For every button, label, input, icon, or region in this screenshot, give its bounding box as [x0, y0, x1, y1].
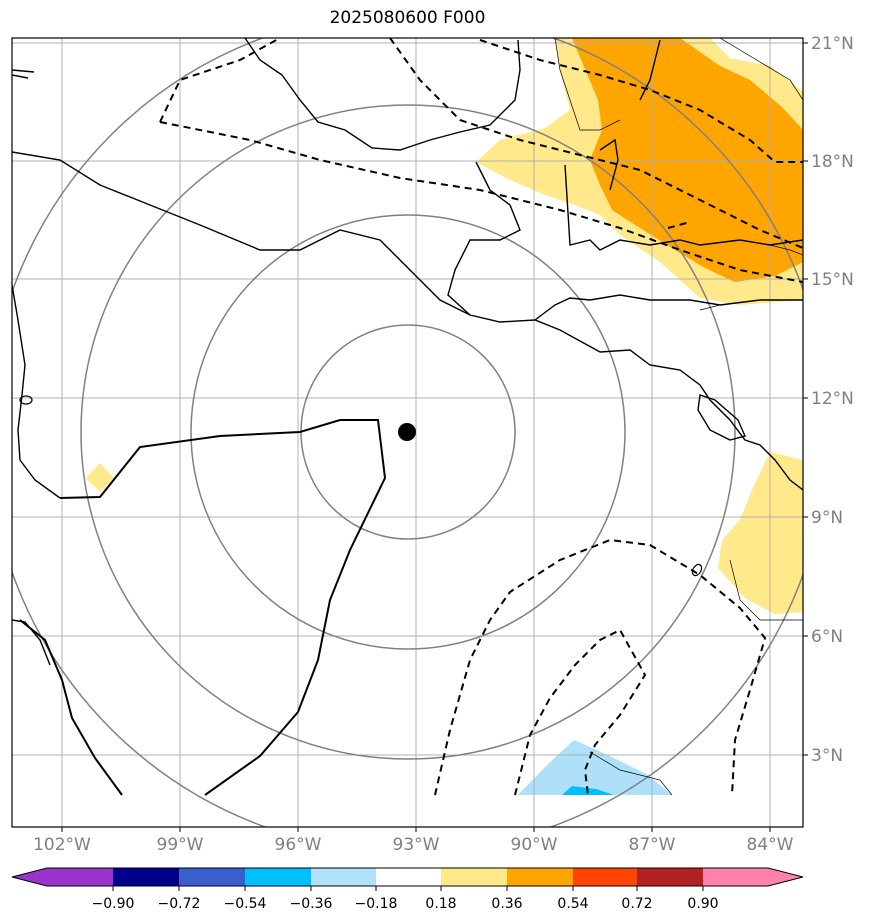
- colorbar-segment: [113, 868, 179, 886]
- lat-tick-label: 15°N: [811, 270, 854, 290]
- colorbar-tick-label: −0.18: [355, 896, 398, 912]
- island-outline-east: [691, 563, 703, 577]
- negative-anomaly-fill-light: [518, 740, 672, 795]
- lon-tick-label: 102°W: [33, 835, 91, 855]
- colorbar-segment: [179, 868, 245, 886]
- positive-anomaly-fill-strong: [572, 38, 803, 282]
- colorbar-tick-label: 0.18: [425, 896, 456, 912]
- island-outline: [19, 395, 33, 405]
- colorbar-segment: [507, 868, 573, 886]
- colorbar-tick-label: −0.36: [290, 896, 333, 912]
- storm-center-marker: [398, 423, 416, 441]
- map-frame: [11, 37, 804, 828]
- lat-tick-label: 6°N: [811, 627, 843, 647]
- colorbar-tick-label: −0.54: [224, 896, 267, 912]
- lon-tick-label: 84°W: [747, 835, 794, 855]
- colorbar-segment: [311, 868, 376, 886]
- lat-tick-label: 21°N: [811, 34, 854, 54]
- lon-tick-label: 90°W: [511, 835, 558, 855]
- lat-axis: 21°N 18°N 15°N 12°N 9°N 6°N 3°N: [803, 34, 854, 766]
- colorbar-segment: [573, 868, 637, 886]
- colorbar-segment: [637, 868, 703, 886]
- lon-axis: 102°W 99°W 96°W 93°W 90°W 87°W 84°W: [33, 827, 794, 855]
- colorbar-segment: [441, 868, 507, 886]
- contour-lines: [19, 38, 803, 796]
- colorbar-outline: [11, 867, 804, 887]
- map-title: 2025080600 F000: [329, 8, 486, 28]
- colorbar-tick-label: 0.54: [557, 896, 588, 912]
- colorbar-tick-label: −0.72: [158, 896, 201, 912]
- lon-tick-label: 93°W: [393, 835, 440, 855]
- lon-tick-label: 96°W: [275, 835, 322, 855]
- lat-tick-label: 18°N: [811, 152, 854, 172]
- lat-tick-label: 9°N: [811, 508, 843, 528]
- colorbar-extend-high: [768, 868, 803, 886]
- colorbar: −0.90 −0.72 −0.54 −0.36 −0.18 0.18 0.36 …: [11, 867, 804, 912]
- colorbar-tick-label: −0.90: [92, 896, 135, 912]
- positive-anomaly-fill-east: [718, 452, 803, 614]
- colorbar-tick-label: 0.36: [491, 896, 522, 912]
- colorbar-tick-label: 0.72: [621, 896, 652, 912]
- colorbar-tick-label: 0.90: [687, 896, 718, 912]
- range-rings: [12, 38, 803, 827]
- state-borders: [554, 38, 803, 796]
- colorbar-segment: [703, 868, 769, 886]
- colorbar-segment: [47, 868, 113, 886]
- colorbar-segment: [376, 868, 441, 886]
- map-area: [12, 38, 803, 827]
- lon-tick-label: 99°W: [157, 835, 204, 855]
- graticule: [12, 38, 803, 827]
- positive-anomaly-fill-west: [86, 463, 114, 492]
- lat-tick-label: 3°N: [811, 746, 843, 766]
- lon-tick-label: 87°W: [629, 835, 676, 855]
- colorbar-segment: [245, 868, 311, 886]
- lat-tick-label: 12°N: [811, 389, 854, 409]
- colorbar-extend-low: [12, 868, 48, 886]
